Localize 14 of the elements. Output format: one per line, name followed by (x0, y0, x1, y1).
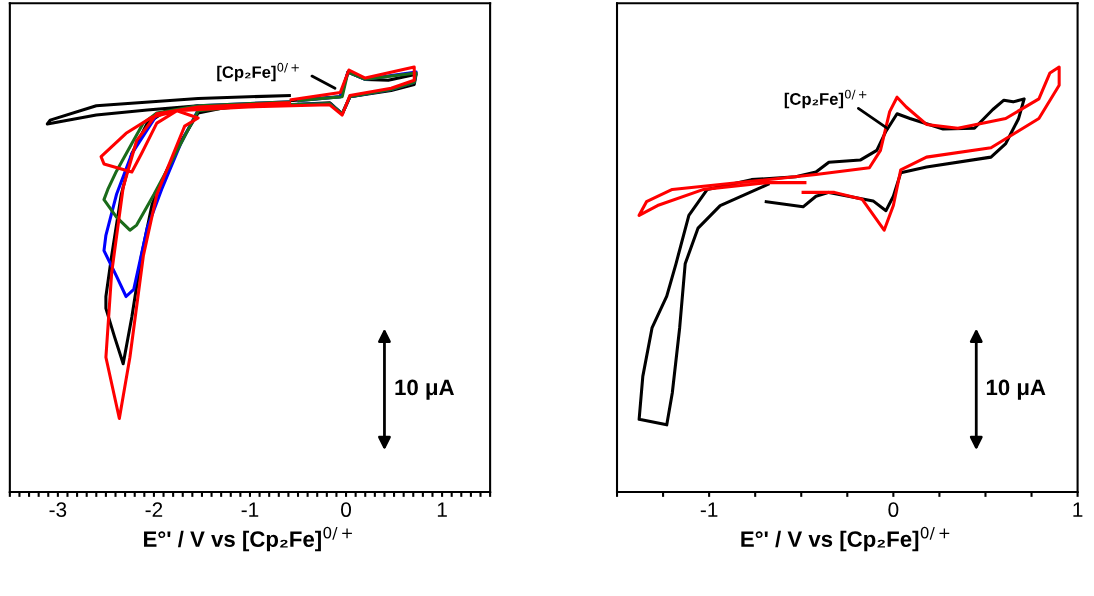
annotation: [Cp₂Fe]$^{0/+}$ (217, 62, 299, 82)
x-tick-label: 1 (437, 502, 447, 517)
x-tick-label: -1 (241, 502, 259, 517)
x-tick-label: -3 (49, 502, 67, 518)
x-tick-label: 0 (341, 502, 352, 518)
x-tick-label: -1 (700, 502, 718, 517)
annotation: 10 μA (986, 379, 1046, 400)
x-tick-label: -2 (145, 502, 163, 517)
x-tick-label: 0 (888, 502, 899, 518)
x-tick-label: 1 (1073, 502, 1083, 517)
annotation: [Cp₂Fe]$^{0/+}$ (784, 89, 867, 109)
annotation: 10 μA (395, 379, 455, 400)
x-axis-title: E°' / V vs [Cp₂Fe]$^{0/+}$ (741, 526, 950, 552)
x-axis-title: E°' / V vs [Cp₂Fe]$^{0/+}$ (144, 526, 352, 552)
